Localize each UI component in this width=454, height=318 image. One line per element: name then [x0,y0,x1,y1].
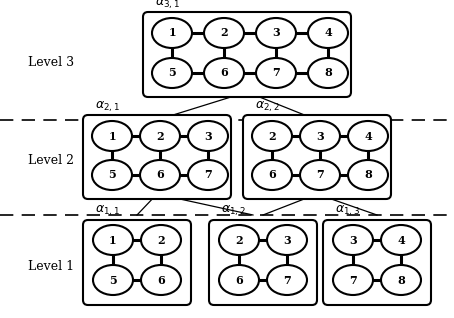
Ellipse shape [256,18,296,48]
Ellipse shape [188,121,228,151]
Text: 1: 1 [168,27,176,38]
Text: 4: 4 [397,234,405,245]
Text: 2: 2 [220,27,228,38]
Text: 7: 7 [272,67,280,79]
Ellipse shape [204,18,244,48]
Text: 8: 8 [324,67,332,79]
Ellipse shape [252,121,292,151]
Text: 6: 6 [235,274,243,286]
Ellipse shape [92,121,132,151]
Ellipse shape [92,160,132,190]
Ellipse shape [252,160,292,190]
FancyBboxPatch shape [143,12,351,97]
Text: $\alpha_{1,1}$: $\alpha_{1,1}$ [95,204,120,218]
Text: Level 2: Level 2 [28,154,74,167]
Text: 6: 6 [156,169,164,181]
Ellipse shape [93,265,133,295]
Text: 5: 5 [108,169,116,181]
Ellipse shape [267,265,307,295]
Text: $\alpha_{2,1}$: $\alpha_{2,1}$ [95,100,120,114]
Ellipse shape [219,225,259,255]
Ellipse shape [219,265,259,295]
Text: Level 3: Level 3 [28,57,74,70]
Text: 2: 2 [156,130,164,142]
Text: $\alpha_{3,1}$: $\alpha_{3,1}$ [155,0,180,11]
Ellipse shape [93,225,133,255]
Ellipse shape [141,225,181,255]
Text: 4: 4 [364,130,372,142]
FancyBboxPatch shape [83,220,191,305]
Ellipse shape [348,121,388,151]
Text: 3: 3 [283,234,291,245]
Ellipse shape [152,18,192,48]
Text: 6: 6 [220,67,228,79]
Ellipse shape [300,121,340,151]
Text: 1: 1 [109,234,117,245]
Ellipse shape [333,265,373,295]
Ellipse shape [140,160,180,190]
Text: 3: 3 [204,130,212,142]
Text: 7: 7 [204,169,212,181]
Text: 3: 3 [316,130,324,142]
Ellipse shape [300,160,340,190]
Ellipse shape [141,265,181,295]
Ellipse shape [348,160,388,190]
Ellipse shape [381,225,421,255]
FancyBboxPatch shape [243,115,391,199]
Text: 2: 2 [157,234,165,245]
Ellipse shape [308,58,348,88]
Text: $\alpha_{1,3}$: $\alpha_{1,3}$ [335,204,360,218]
Text: 5: 5 [168,67,176,79]
Ellipse shape [140,121,180,151]
Ellipse shape [256,58,296,88]
Text: 7: 7 [349,274,357,286]
Text: 6: 6 [268,169,276,181]
Text: 8: 8 [397,274,405,286]
Ellipse shape [267,225,307,255]
FancyBboxPatch shape [323,220,431,305]
Text: 6: 6 [157,274,165,286]
Text: 7: 7 [283,274,291,286]
Ellipse shape [308,18,348,48]
Text: 2: 2 [235,234,243,245]
Text: 7: 7 [316,169,324,181]
Text: 8: 8 [364,169,372,181]
Text: 5: 5 [109,274,117,286]
FancyBboxPatch shape [209,220,317,305]
Text: 3: 3 [349,234,357,245]
Text: 2: 2 [268,130,276,142]
Text: 1: 1 [108,130,116,142]
Text: $\alpha_{1,2}$: $\alpha_{1,2}$ [221,204,246,218]
Ellipse shape [381,265,421,295]
Text: 3: 3 [272,27,280,38]
Text: $\alpha_{2,2}$: $\alpha_{2,2}$ [255,100,280,114]
Ellipse shape [152,58,192,88]
Text: 4: 4 [324,27,332,38]
Ellipse shape [333,225,373,255]
Ellipse shape [204,58,244,88]
Ellipse shape [188,160,228,190]
FancyBboxPatch shape [83,115,231,199]
Text: Level 1: Level 1 [28,259,74,273]
